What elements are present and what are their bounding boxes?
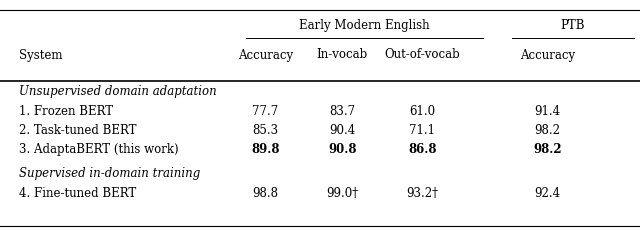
Text: 61.0: 61.0 <box>410 105 435 118</box>
Text: Supervised in-domain training: Supervised in-domain training <box>19 167 200 180</box>
Text: 91.4: 91.4 <box>534 105 560 118</box>
Text: In-vocab: In-vocab <box>317 48 368 62</box>
Text: 2. Task-tuned BERT: 2. Task-tuned BERT <box>19 123 137 137</box>
Text: 86.8: 86.8 <box>408 143 436 156</box>
Text: PTB: PTB <box>561 19 585 32</box>
Text: 98.2: 98.2 <box>533 143 561 156</box>
Text: Accuracy: Accuracy <box>520 48 575 62</box>
Text: 90.8: 90.8 <box>328 143 356 156</box>
Text: 71.1: 71.1 <box>410 123 435 137</box>
Text: 4. Fine-tuned BERT: 4. Fine-tuned BERT <box>19 187 136 200</box>
Text: Out-of-vocab: Out-of-vocab <box>385 48 460 62</box>
Text: 99.0†: 99.0† <box>326 187 358 200</box>
Text: 92.4: 92.4 <box>534 187 560 200</box>
Text: 93.2†: 93.2† <box>406 187 438 200</box>
Text: 98.2: 98.2 <box>534 123 560 137</box>
Text: 3. AdaptaBERT (this work): 3. AdaptaBERT (this work) <box>19 143 179 156</box>
Text: 85.3: 85.3 <box>253 123 278 137</box>
Text: 1. Frozen BERT: 1. Frozen BERT <box>19 105 113 118</box>
Text: Early Modern English: Early Modern English <box>300 19 430 32</box>
Text: Unsupervised domain adaptation: Unsupervised domain adaptation <box>19 85 217 98</box>
Text: 89.8: 89.8 <box>252 143 280 156</box>
Text: System: System <box>19 48 63 62</box>
Text: 77.7: 77.7 <box>252 105 279 118</box>
Text: 90.4: 90.4 <box>329 123 356 137</box>
Text: 83.7: 83.7 <box>330 105 355 118</box>
Text: 98.8: 98.8 <box>253 187 278 200</box>
Text: Accuracy: Accuracy <box>238 48 293 62</box>
